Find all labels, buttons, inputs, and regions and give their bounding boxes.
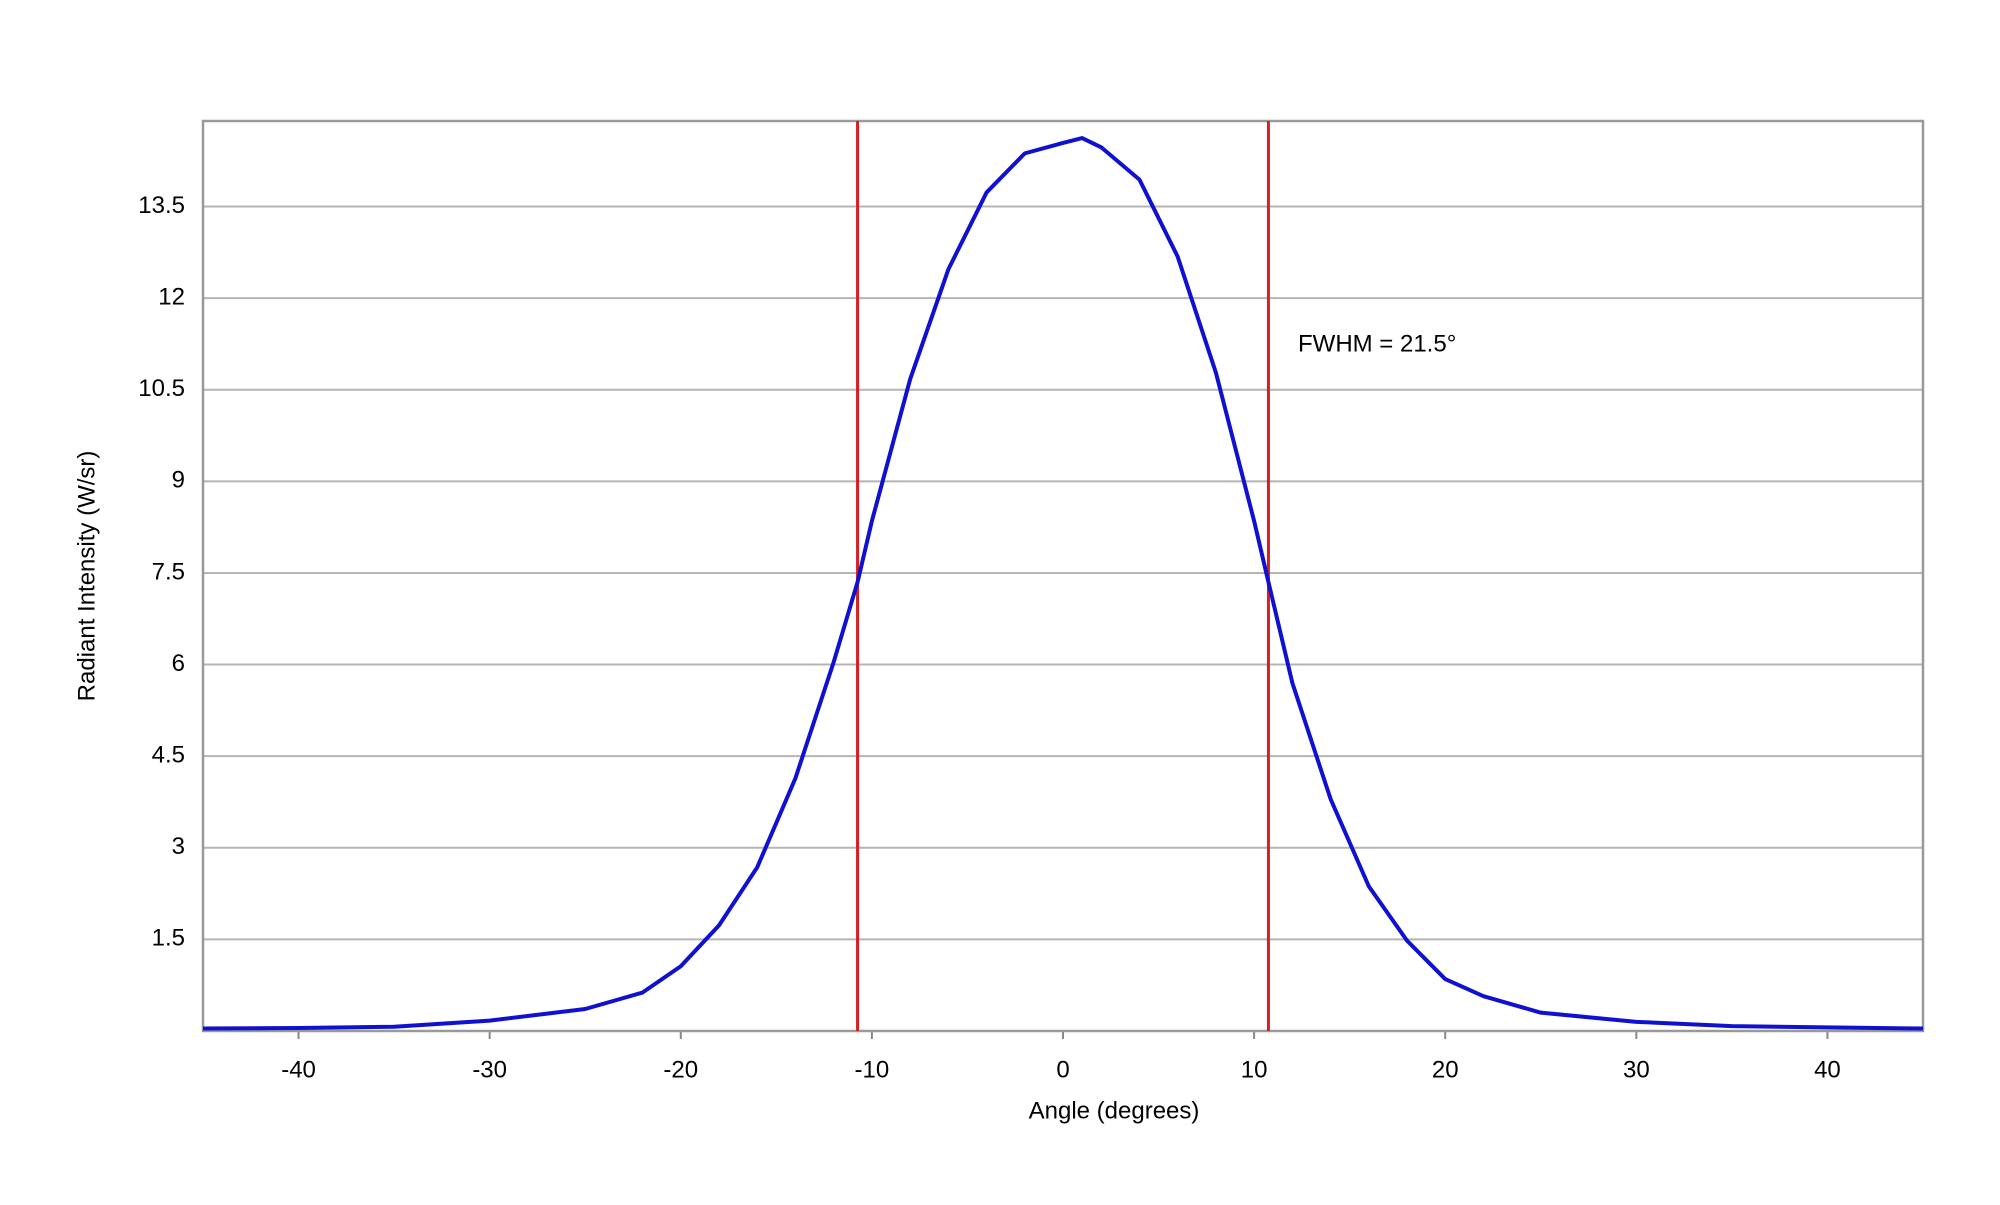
y-axis-label: Radiant Intensity (W/sr) [73, 451, 100, 702]
intensity-line [202, 136, 1924, 1031]
x-tick-label: -20 [663, 1056, 698, 1083]
y-tick-label: 9 [172, 467, 185, 494]
x-tick-label: -40 [281, 1056, 316, 1083]
annotation: FWHM = 21.5° [1298, 330, 1456, 357]
x-tick-label: -10 [855, 1056, 890, 1083]
x-tick-label: 30 [1623, 1056, 1650, 1083]
plot-frame [201, 119, 1925, 1033]
y-tick-label: 13.5 [138, 192, 185, 219]
y-tick-label: 7.5 [152, 558, 185, 585]
x-tick-label: 0 [1056, 1056, 1069, 1083]
y-tick-label: 12 [158, 283, 185, 310]
x-axis-label: Angle (degrees) [1029, 1097, 1200, 1124]
y-tick-label: 3 [172, 833, 185, 860]
y-tick-label: 6 [172, 650, 185, 677]
y-tick-label: 4.5 [152, 742, 185, 769]
x-tick-label: 40 [1814, 1056, 1841, 1083]
y-tick-label: 10.5 [138, 375, 185, 402]
x-tick-label: 20 [1432, 1056, 1459, 1083]
y-tick-label: 1.5 [152, 925, 185, 952]
x-tick-label: 10 [1241, 1056, 1268, 1083]
x-tick-label: -30 [472, 1056, 507, 1083]
